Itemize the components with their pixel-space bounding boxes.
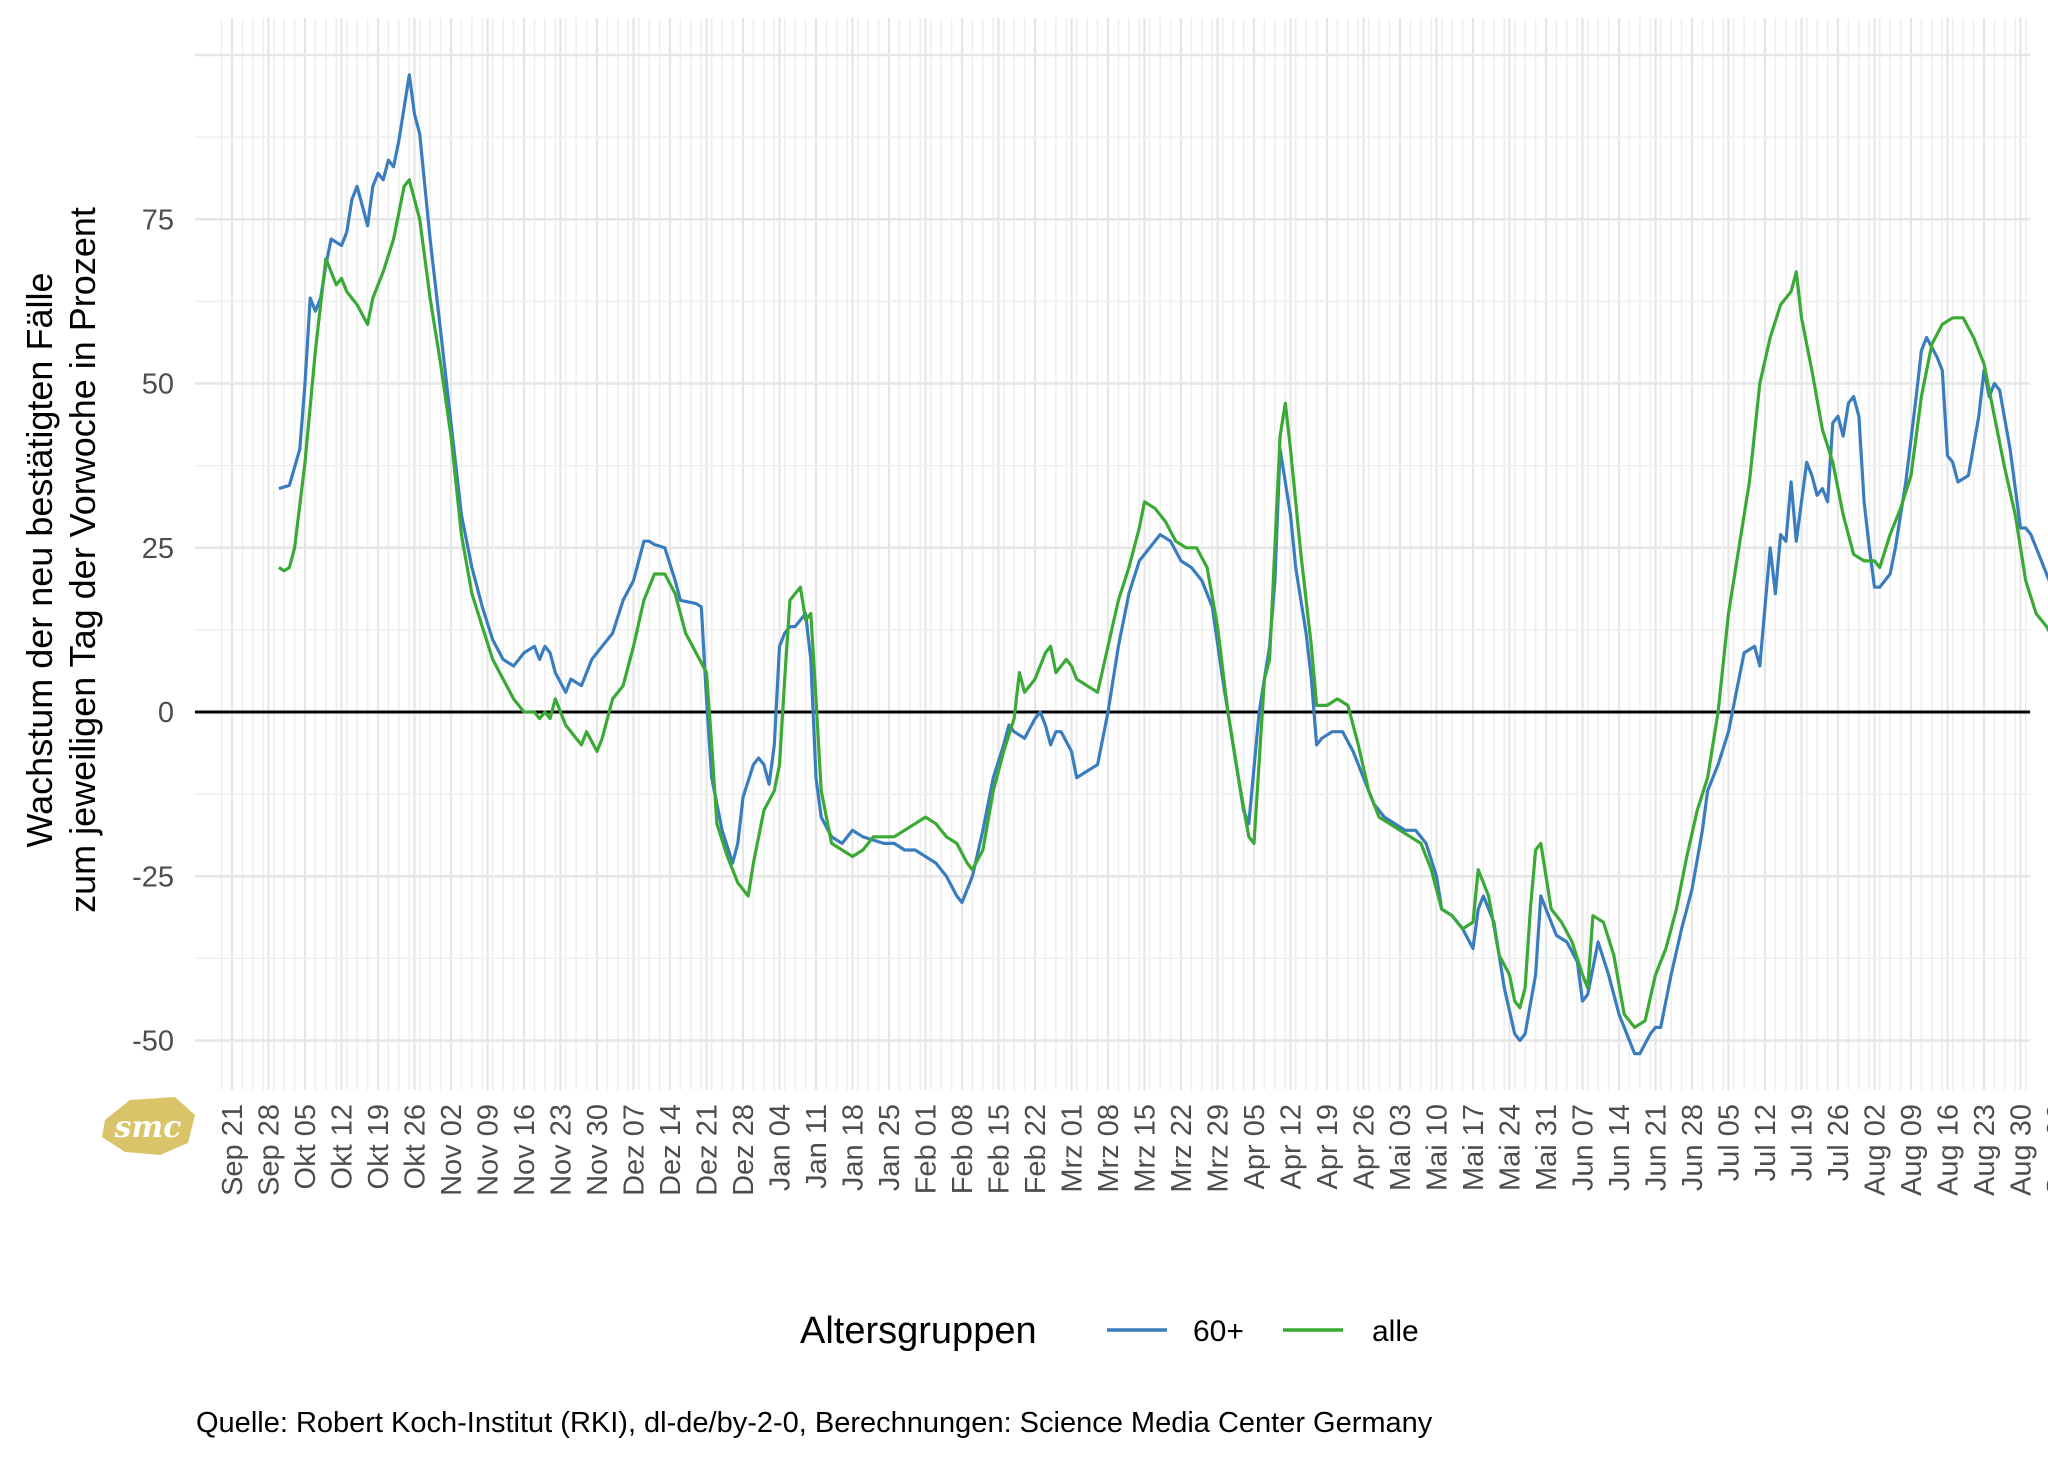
x-tick-label: Mai 17: [1458, 1104, 1490, 1191]
y-tick-label: 50: [142, 369, 174, 401]
x-tick-label: Dez 21: [692, 1104, 724, 1196]
y-axis-label-line1: Wachstum der neu bestätigten Fälle: [19, 273, 60, 848]
x-tick-label: Mai 10: [1422, 1104, 1454, 1191]
caption: Quelle: Robert Koch-Institut (RKI), dl-d…: [196, 1407, 1433, 1439]
smc-logo: smc: [102, 1097, 195, 1155]
y-tick-label: -25: [132, 861, 174, 893]
y-axis: -50 -25 0 25 50 75: [132, 204, 174, 1057]
x-tick-label: Jul 12: [1750, 1104, 1782, 1181]
x-tick-label: Feb 01: [911, 1104, 943, 1194]
x-tick-label: Apr 19: [1312, 1104, 1344, 1189]
y-tick-label: 75: [142, 204, 174, 236]
legend-label-60plus: 60+: [1193, 1315, 1244, 1348]
x-tick-label: Jan 11: [801, 1104, 833, 1189]
x-tick-label: Aug 23: [1969, 1104, 2001, 1196]
x-tick-label: Okt 19: [363, 1104, 395, 1189]
x-tick-label: Aug 09: [1896, 1104, 1928, 1196]
x-tick-label: Apr 05: [1239, 1104, 1271, 1189]
x-tick-label: Jun 28: [1677, 1104, 1709, 1191]
x-tick-label: Aug 30: [2006, 1104, 2038, 1196]
x-tick-label: Nov 23: [546, 1104, 578, 1196]
x-tick-label: Okt 26: [400, 1104, 432, 1189]
y-tick-label: 25: [142, 533, 174, 565]
plot-background: [195, 18, 2030, 1090]
x-tick-label: Jan 04: [765, 1104, 797, 1191]
x-tick-label: Nov 30: [582, 1104, 614, 1196]
x-tick-label: Okt 12: [327, 1104, 359, 1189]
x-tick-label: Mai 31: [1531, 1104, 1563, 1191]
x-tick-label: Feb 15: [984, 1104, 1016, 1194]
legend: Altersgruppen 60+ alle: [800, 1310, 1419, 1352]
series-line-alle: [278, 178, 2048, 1029]
x-tick-label: Mrz 08: [1093, 1104, 1125, 1193]
x-tick-label: Mai 24: [1495, 1104, 1527, 1191]
y-axis-label-line2: zum jeweiligen Tag der Vorwoche in Proze…: [62, 207, 103, 913]
series-line-60plus: [278, 73, 2048, 1056]
x-tick-label: Feb 22: [1020, 1104, 1052, 1194]
legend-label-alle: alle: [1372, 1315, 1419, 1348]
x-tick-label: Jun 14: [1604, 1104, 1636, 1191]
x-tick-label: Mrz 22: [1166, 1104, 1198, 1193]
grid: [195, 18, 2030, 1090]
x-tick-label: Jul 05: [1714, 1104, 1746, 1181]
series: [278, 73, 2048, 1056]
x-tick-label: Sep 28: [254, 1104, 286, 1196]
y-tick-label: 0: [158, 697, 174, 729]
legend-title: Altersgruppen: [800, 1310, 1037, 1352]
x-tick-label: Nov 02: [436, 1104, 468, 1196]
x-tick-label: Nov 09: [473, 1104, 505, 1196]
x-tick-label: Okt 05: [290, 1104, 322, 1189]
x-tick-label: Mai 03: [1385, 1104, 1417, 1191]
x-tick-label: Feb 08: [947, 1104, 979, 1194]
x-tick-label: Mrz 15: [1130, 1104, 1162, 1193]
x-tick-label: Aug 02: [1860, 1104, 1892, 1196]
x-tick-label: Jun 21: [1641, 1104, 1673, 1191]
x-tick-label: Jan 18: [838, 1104, 870, 1191]
x-tick-label: Jul 19: [1787, 1104, 1819, 1181]
x-tick-label: Mrz 01: [1057, 1104, 1089, 1193]
x-tick-label: Dez 14: [655, 1104, 687, 1196]
x-tick-label: Apr 26: [1349, 1104, 1381, 1189]
x-tick-label: Dez 28: [728, 1104, 760, 1196]
x-tick-label: Jun 07: [1568, 1104, 1600, 1191]
x-tick-label: Sep 06: [2042, 1104, 2048, 1196]
x-tick-label: Nov 16: [509, 1104, 541, 1196]
x-tick-label: Apr 12: [1276, 1104, 1308, 1189]
x-tick-label: Mrz 29: [1203, 1104, 1235, 1193]
x-tick-label: Dez 07: [619, 1104, 651, 1196]
x-tick-label: Jul 26: [1823, 1104, 1855, 1181]
y-tick-label: -50: [132, 1026, 174, 1058]
logo-text: smc: [114, 1110, 182, 1145]
x-tick-label: Jan 25: [874, 1104, 906, 1191]
x-tick-label: Sep 21: [217, 1104, 249, 1196]
x-axis: Sep 21 Sep 28 Okt 05 Okt 12 Okt 19 Okt 26 Nov …: [217, 1104, 2048, 1196]
x-tick-label: Aug 16: [1933, 1104, 1965, 1196]
